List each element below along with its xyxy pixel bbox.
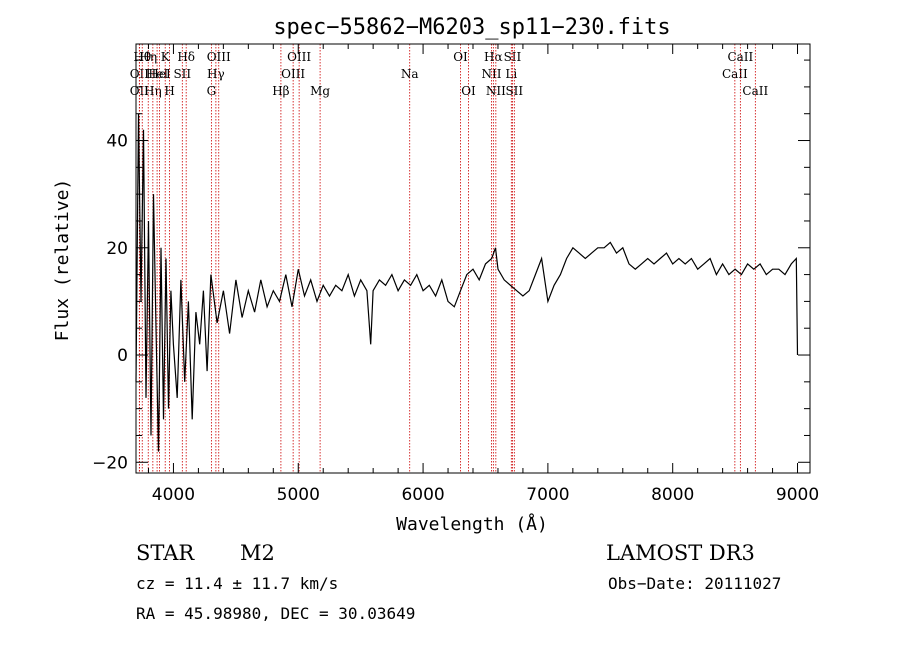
x-tick-label: 7000 bbox=[526, 485, 569, 505]
spectrum-series bbox=[135, 113, 799, 452]
marker-label: OIII bbox=[207, 50, 231, 64]
x-axis-ticks: 4000 5000 6000 7000 8000 9000 bbox=[147, 44, 819, 505]
marker-label: Na bbox=[401, 67, 419, 81]
y-tick-label: 20 bbox=[106, 239, 128, 259]
marker-label: SII bbox=[173, 67, 191, 81]
marker-label: Li bbox=[505, 67, 517, 81]
object-class: STAR bbox=[136, 541, 195, 565]
x-tick-label: 8000 bbox=[651, 485, 694, 505]
coordinates: RA = 45.98980, DEC = 30.03649 bbox=[136, 604, 415, 623]
marker-label: SII bbox=[505, 84, 523, 98]
marker-label: Hα bbox=[484, 50, 503, 64]
marker-label: NII bbox=[486, 84, 506, 98]
x-tick-label: 6000 bbox=[401, 485, 444, 505]
marker-label: OII bbox=[130, 84, 150, 98]
marker-label: Hβ bbox=[272, 84, 289, 98]
marker-label: Hη bbox=[144, 84, 162, 98]
chart-title: spec−55862−M6203_sp11−230.fits bbox=[273, 15, 670, 40]
y-tick-label: 40 bbox=[106, 132, 128, 152]
marker-label: NII bbox=[481, 67, 501, 81]
line-markers: OIIOIIHθHηHηHeIHeIKHSIIHδGHγOIIIHβOIIIOI… bbox=[130, 44, 768, 473]
marker-label: OIII bbox=[287, 50, 311, 64]
observation-date: Obs−Date: 20111027 bbox=[608, 574, 781, 593]
x-tick-label: 9000 bbox=[776, 485, 819, 505]
y-tick-label: 0 bbox=[117, 346, 128, 366]
survey-name: LAMOST DR3 bbox=[606, 541, 755, 565]
marker-label: CaII bbox=[742, 84, 768, 98]
marker-label: HeI bbox=[148, 67, 171, 81]
x-axis-label: Wavelength (Å) bbox=[396, 513, 548, 535]
marker-label: CaII bbox=[727, 50, 753, 64]
marker-label: HeI bbox=[146, 67, 169, 81]
y-tick-label: −20 bbox=[92, 453, 128, 473]
x-tick-label: 5000 bbox=[277, 485, 320, 505]
marker-label: SII bbox=[504, 50, 522, 64]
marker-label: Hη bbox=[139, 50, 157, 64]
marker-label: CaII bbox=[722, 67, 748, 81]
marker-label: Mg bbox=[310, 84, 330, 98]
marker-label: OI bbox=[453, 50, 468, 64]
marker-label: OIII bbox=[281, 67, 305, 81]
marker-label: OI bbox=[461, 84, 476, 98]
marker-label: Hγ bbox=[207, 67, 225, 81]
y-axis-ticks: −20 0 20 40 bbox=[92, 59, 810, 473]
marker-label: K bbox=[161, 50, 171, 64]
x-tick-label: 4000 bbox=[152, 485, 195, 505]
marker-label: Hδ bbox=[177, 50, 195, 64]
marker-label: H bbox=[164, 84, 174, 98]
redshift-cz: cz = 11.4 ± 11.7 km/s bbox=[136, 574, 338, 593]
marker-label: G bbox=[207, 84, 217, 98]
y-axis-label: Flux (relative) bbox=[52, 179, 73, 342]
object-subclass: M2 bbox=[240, 541, 275, 565]
plot-frame bbox=[135, 43, 811, 474]
